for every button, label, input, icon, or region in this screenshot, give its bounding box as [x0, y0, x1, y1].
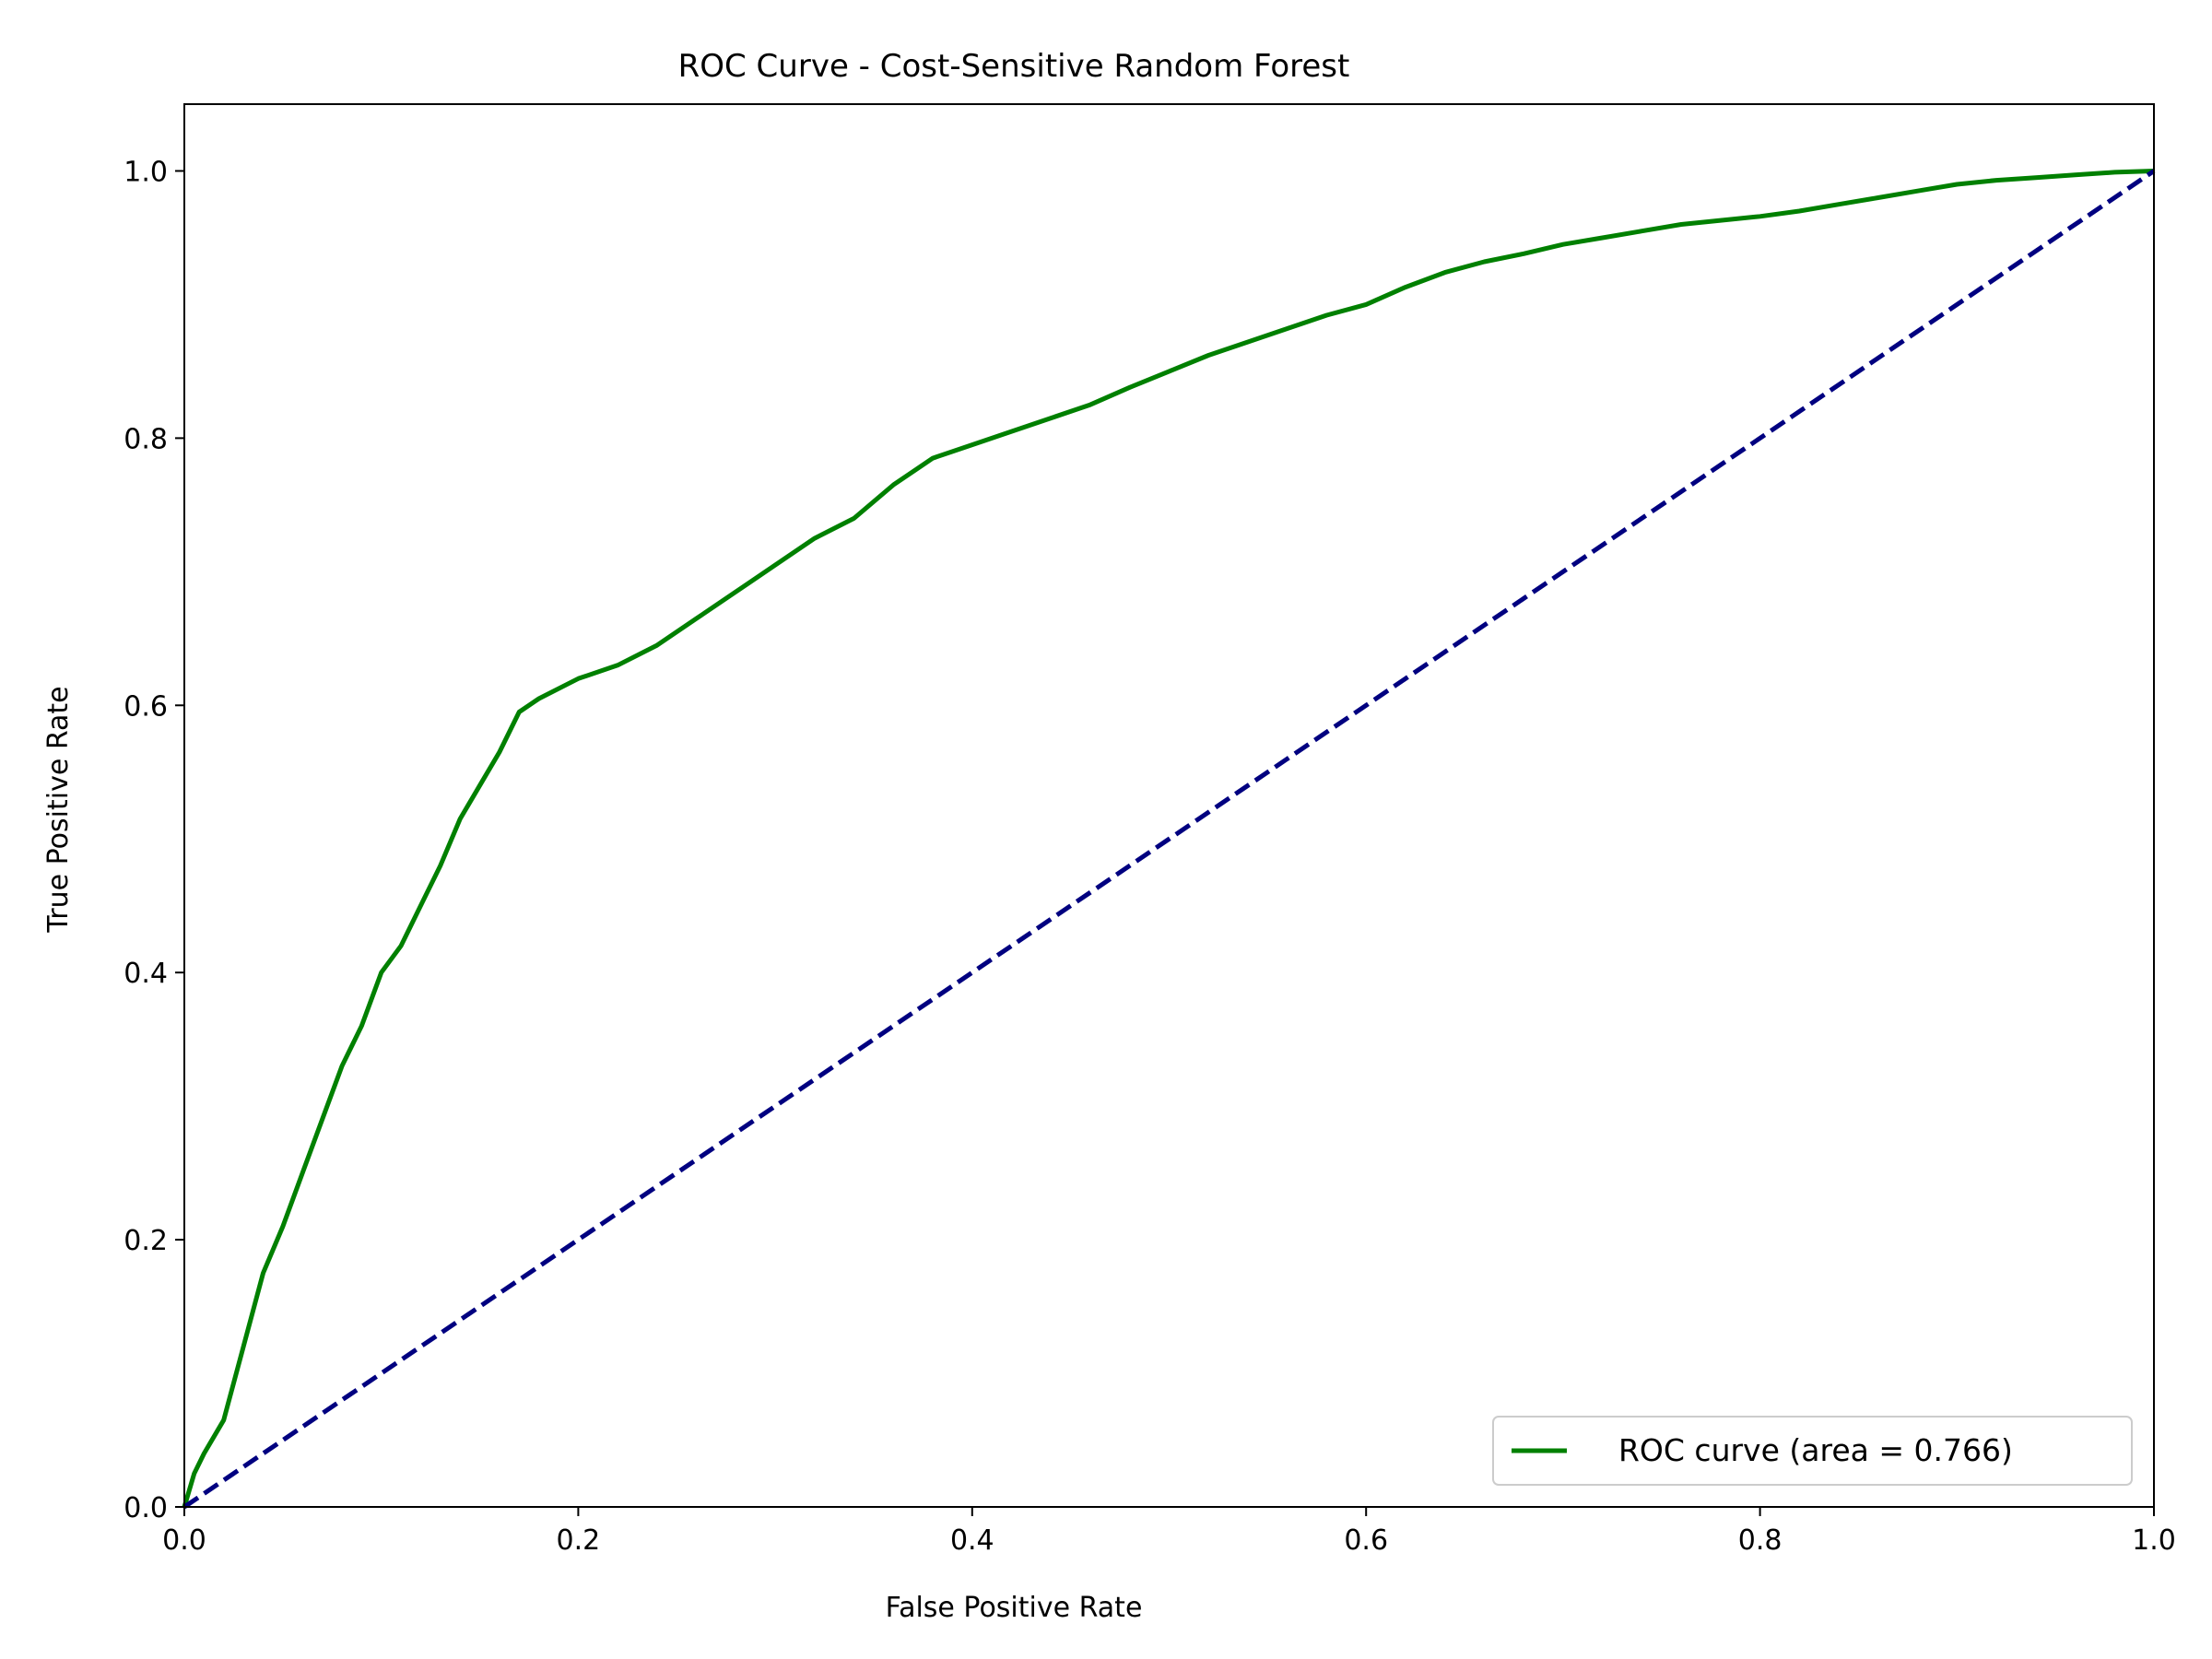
y-tick-label: 0.2 — [124, 1225, 168, 1257]
legend-box — [1492, 1416, 2133, 1486]
plot-area — [182, 169, 2156, 1510]
x-tick-label: 0.0 — [162, 1524, 206, 1557]
y-tick-label: 0.8 — [124, 423, 168, 455]
legend: ROC curve (area = 0.766) — [1492, 1416, 2133, 1486]
x-tick-label: 0.8 — [1738, 1524, 1783, 1557]
plot-frame — [183, 103, 2155, 1508]
diagonal-reference-line — [182, 169, 2156, 1510]
x-tick-label: 0.4 — [950, 1524, 994, 1557]
y-tick-label: 0.6 — [124, 690, 168, 723]
y-tick-label: 0.4 — [124, 958, 168, 990]
x-tick-label: 0.6 — [1344, 1524, 1388, 1557]
y-axis-label: True Positive Rate — [42, 686, 75, 933]
y-axis: 0.0 0.2 0.4 0.6 0.8 1.0 — [124, 156, 184, 1524]
x-axis-label: False Positive Rate — [886, 1592, 1143, 1624]
x-axis: 0.0 0.2 0.4 0.6 0.8 1.0 — [162, 1507, 2176, 1557]
x-tick-label: 0.2 — [557, 1524, 601, 1557]
legend-label: ROC curve (area = 0.766) — [1618, 1432, 2013, 1468]
roc-curve-line — [182, 169, 2155, 1508]
chart-title: ROC Curve - Cost-Sensitive Random Forest — [678, 48, 1350, 85]
y-tick-label: 1.0 — [124, 156, 168, 188]
y-tick-label: 0.0 — [124, 1492, 168, 1524]
x-tick-label: 1.0 — [2132, 1524, 2176, 1557]
